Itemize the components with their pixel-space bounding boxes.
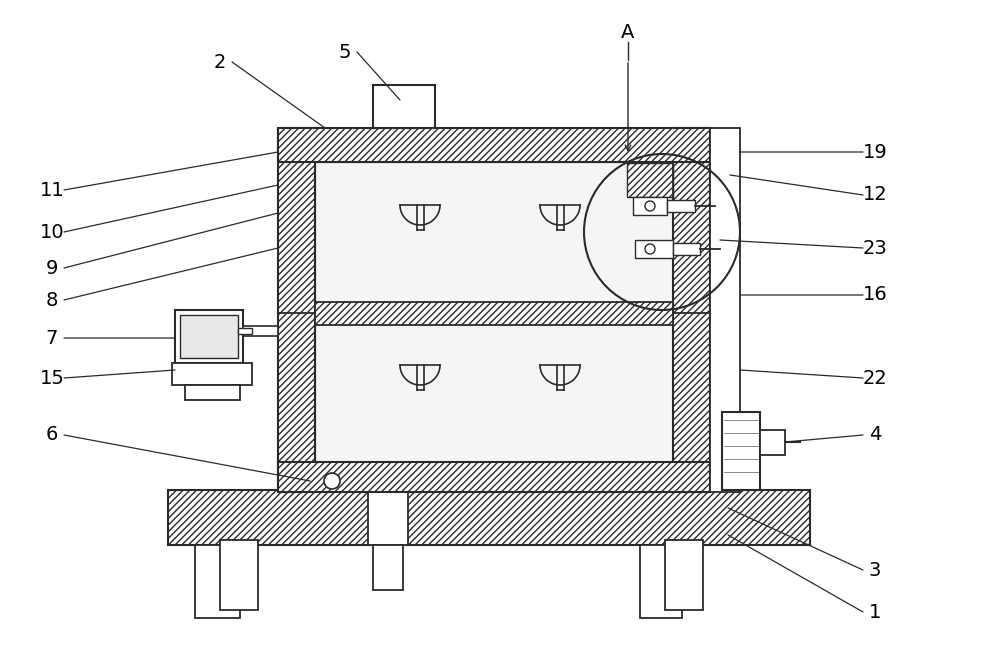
- Bar: [635, 240, 673, 258]
- Bar: [722, 412, 760, 490]
- Circle shape: [645, 201, 655, 211]
- Bar: [710, 128, 740, 492]
- Text: 10: 10: [40, 222, 64, 241]
- Text: 6: 6: [46, 426, 58, 445]
- Text: 1: 1: [869, 602, 881, 621]
- Bar: [180, 315, 238, 358]
- Bar: [368, 490, 408, 545]
- Text: 8: 8: [46, 290, 58, 309]
- Bar: [673, 128, 710, 492]
- Bar: [665, 540, 703, 610]
- Bar: [627, 163, 673, 197]
- Bar: [315, 302, 673, 325]
- Bar: [278, 128, 315, 492]
- Bar: [278, 462, 710, 492]
- Text: 19: 19: [863, 143, 887, 162]
- Bar: [168, 490, 810, 545]
- Bar: [243, 326, 278, 336]
- Text: 3: 3: [869, 560, 881, 579]
- Text: 7: 7: [46, 328, 58, 347]
- Circle shape: [645, 244, 655, 254]
- Bar: [760, 430, 785, 455]
- Bar: [373, 85, 435, 128]
- Text: 4: 4: [869, 426, 881, 445]
- Text: 15: 15: [40, 368, 64, 388]
- Text: 22: 22: [863, 368, 887, 388]
- Text: 11: 11: [40, 181, 64, 199]
- Bar: [185, 385, 240, 400]
- Text: 23: 23: [863, 239, 887, 258]
- Bar: [220, 540, 258, 610]
- Bar: [238, 328, 252, 334]
- Bar: [172, 363, 252, 385]
- Bar: [633, 197, 667, 215]
- Bar: [195, 545, 240, 618]
- Bar: [315, 162, 673, 462]
- Text: 16: 16: [863, 286, 887, 305]
- Circle shape: [324, 473, 340, 489]
- Bar: [175, 310, 243, 363]
- Bar: [373, 545, 403, 590]
- Text: A: A: [621, 22, 635, 41]
- Bar: [278, 128, 710, 162]
- Text: 12: 12: [863, 186, 887, 205]
- Bar: [673, 243, 700, 255]
- Text: 5: 5: [339, 43, 351, 61]
- Bar: [667, 200, 695, 212]
- Text: 2: 2: [214, 52, 226, 71]
- Bar: [640, 545, 682, 618]
- Text: 9: 9: [46, 258, 58, 277]
